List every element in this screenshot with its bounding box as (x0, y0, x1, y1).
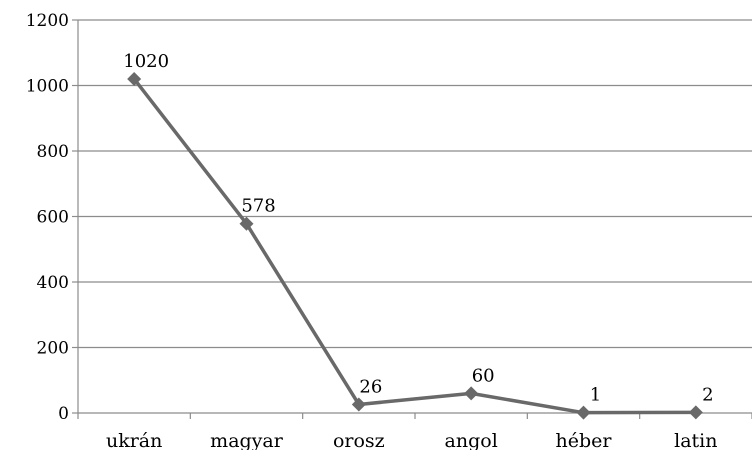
data-label: 1 (590, 385, 601, 406)
y-tick-label: 1200 (26, 11, 69, 31)
series-line (132, 77, 696, 415)
y-tick-label: 200 (37, 339, 69, 359)
data-label: 60 (472, 365, 495, 386)
data-labels: 1020 578 26 60 1 2 (123, 51, 713, 406)
x-category-label: angol (445, 430, 498, 450)
data-point-marker (239, 216, 254, 231)
y-tick-label: 1000 (26, 77, 69, 97)
y-tick-label: 400 (37, 273, 69, 293)
data-point-marker (464, 386, 479, 401)
x-category-label: latin (674, 430, 717, 450)
y-tick-label: 600 (37, 208, 69, 228)
data-point-marker (576, 405, 591, 420)
x-category-label: orosz (333, 430, 385, 450)
y-tick-label: 0 (58, 404, 69, 424)
x-category-label: magyar (210, 430, 284, 450)
series-layer (127, 71, 703, 420)
x-axis-category-labels: ukrán magyar orosz angol héber latin (106, 430, 718, 450)
x-category-label: ukrán (106, 430, 162, 450)
data-label: 578 (241, 196, 275, 217)
data-point-marker (688, 405, 703, 420)
data-label: 1020 (123, 51, 169, 72)
data-label: 26 (359, 376, 382, 397)
y-tick-label: 800 (37, 142, 69, 162)
data-point-marker (351, 397, 366, 412)
x-category-label: héber (556, 430, 613, 450)
data-point-marker (127, 71, 142, 86)
data-label: 2 (702, 384, 713, 405)
gridlines (78, 19, 752, 349)
axes (72, 19, 752, 419)
y-axis-tick-labels: 0 200 400 600 800 1000 1200 (26, 11, 69, 424)
